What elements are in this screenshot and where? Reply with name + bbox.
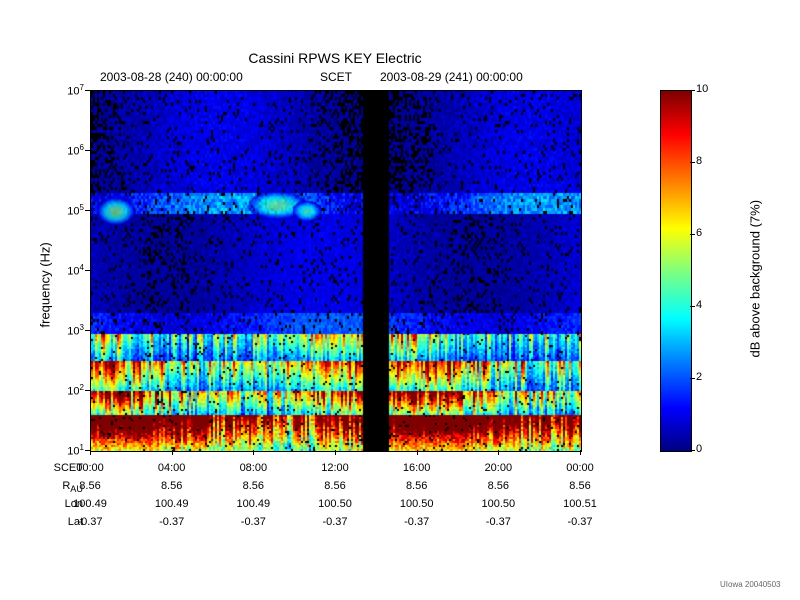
subtitle-mid: SCET [320, 70, 352, 84]
x-row-value: 100.50 [468, 498, 528, 510]
colorbar-tick: 2 [696, 371, 702, 383]
x-row-value: 8.56 [550, 480, 610, 492]
colorbar [660, 90, 692, 452]
x-row-value: 8.56 [468, 480, 528, 492]
x-row-value: 12:00 [305, 462, 365, 474]
x-row-value: -0.37 [387, 516, 447, 528]
x-row-value: 08:00 [223, 462, 283, 474]
footer-text: UIowa 20040503 [720, 580, 781, 589]
x-row-value: 100.49 [223, 498, 283, 510]
colorbar-tick: 4 [696, 299, 702, 311]
x-row-value: 16:00 [387, 462, 447, 474]
y-tick: 102 [50, 383, 84, 398]
colorbar-tick: 8 [696, 155, 702, 167]
x-row-value: -0.37 [305, 516, 365, 528]
colorbar-tick: 6 [696, 227, 702, 239]
x-row-value: -0.37 [468, 516, 528, 528]
x-row-value: 100.49 [60, 498, 120, 510]
x-row-value: -0.37 [142, 516, 202, 528]
x-row-value: -0.37 [60, 516, 120, 528]
x-row-value: -0.37 [550, 516, 610, 528]
x-row-value: 8.56 [60, 480, 120, 492]
y-tick: 106 [50, 143, 84, 158]
x-row-value: 00:00 [550, 462, 610, 474]
chart-title: Cassini RPWS KEY Electric [90, 50, 580, 66]
x-row-value: 100.51 [550, 498, 610, 510]
y-tick: 101 [50, 443, 84, 458]
colorbar-tick: 0 [696, 443, 702, 455]
x-row-value: -0.37 [223, 516, 283, 528]
x-row-value: 00:00 [60, 462, 120, 474]
x-row-value: 100.50 [305, 498, 365, 510]
y-tick: 103 [50, 323, 84, 338]
y-tick: 104 [50, 263, 84, 278]
subtitle-left: 2003-08-28 (240) 00:00:00 [100, 70, 243, 84]
x-row-value: 100.50 [387, 498, 447, 510]
x-row-value: 100.49 [142, 498, 202, 510]
x-row-value: 20:00 [468, 462, 528, 474]
subtitle-right: 2003-08-29 (241) 00:00:00 [380, 70, 523, 84]
y-tick: 105 [50, 203, 84, 218]
x-row-value: 8.56 [387, 480, 447, 492]
x-row-value: 8.56 [223, 480, 283, 492]
spectrogram-plot [90, 90, 582, 452]
colorbar-tick: 10 [696, 83, 708, 95]
x-row-value: 04:00 [142, 462, 202, 474]
chart-container: Cassini RPWS KEY Electric 2003-08-28 (24… [0, 0, 800, 600]
x-row-value: 8.56 [142, 480, 202, 492]
x-row-value: 8.56 [305, 480, 365, 492]
y-tick: 107 [50, 83, 84, 98]
colorbar-label: dB above background (7%) [748, 178, 763, 358]
